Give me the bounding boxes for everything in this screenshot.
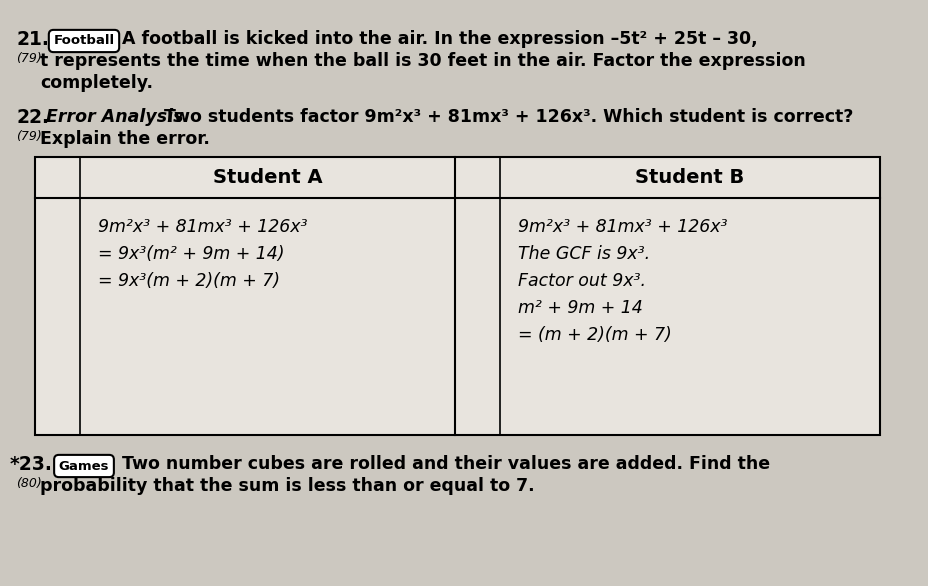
Text: (79): (79) bbox=[16, 130, 42, 143]
Text: 22.: 22. bbox=[16, 108, 49, 127]
Text: (80): (80) bbox=[16, 477, 42, 490]
Text: t represents the time when the ball is 30 feet in the air. Factor the expression: t represents the time when the ball is 3… bbox=[40, 52, 805, 70]
Text: completely.: completely. bbox=[40, 74, 153, 92]
Text: Games: Games bbox=[58, 459, 110, 472]
Text: Factor out 9x³.: Factor out 9x³. bbox=[518, 272, 645, 290]
Text: = (m + 2)(m + 7): = (m + 2)(m + 7) bbox=[518, 326, 671, 344]
Text: Two number cubes are rolled and their values are added. Find the: Two number cubes are rolled and their va… bbox=[122, 455, 769, 473]
Text: Error Analysis: Error Analysis bbox=[46, 108, 184, 126]
Text: The GCF is 9x³.: The GCF is 9x³. bbox=[518, 245, 650, 263]
Text: Explain the error.: Explain the error. bbox=[40, 130, 210, 148]
Text: Two students factor 9m²x³ + 81mx³ + 126x³. Which student is correct?: Two students factor 9m²x³ + 81mx³ + 126x… bbox=[158, 108, 853, 126]
Text: 21.: 21. bbox=[16, 30, 49, 49]
Text: A football is kicked into the air. In the expression –5t² + 25t – 30,: A football is kicked into the air. In th… bbox=[122, 30, 757, 48]
Text: (79): (79) bbox=[16, 52, 42, 65]
Text: Football: Football bbox=[54, 35, 114, 47]
Text: *23.: *23. bbox=[10, 455, 53, 474]
Text: Student B: Student B bbox=[635, 168, 744, 187]
Text: = 9x³(m + 2)(m + 7): = 9x³(m + 2)(m + 7) bbox=[97, 272, 279, 290]
Text: 9m²x³ + 81mx³ + 126x³: 9m²x³ + 81mx³ + 126x³ bbox=[97, 218, 307, 236]
Text: m² + 9m + 14: m² + 9m + 14 bbox=[518, 299, 642, 317]
Text: = 9x³(m² + 9m + 14): = 9x³(m² + 9m + 14) bbox=[97, 245, 284, 263]
Text: probability that the sum is less than or equal to 7.: probability that the sum is less than or… bbox=[40, 477, 534, 495]
Text: Student A: Student A bbox=[213, 168, 322, 187]
Bar bbox=[35, 157, 879, 435]
Text: 9m²x³ + 81mx³ + 126x³: 9m²x³ + 81mx³ + 126x³ bbox=[518, 218, 727, 236]
